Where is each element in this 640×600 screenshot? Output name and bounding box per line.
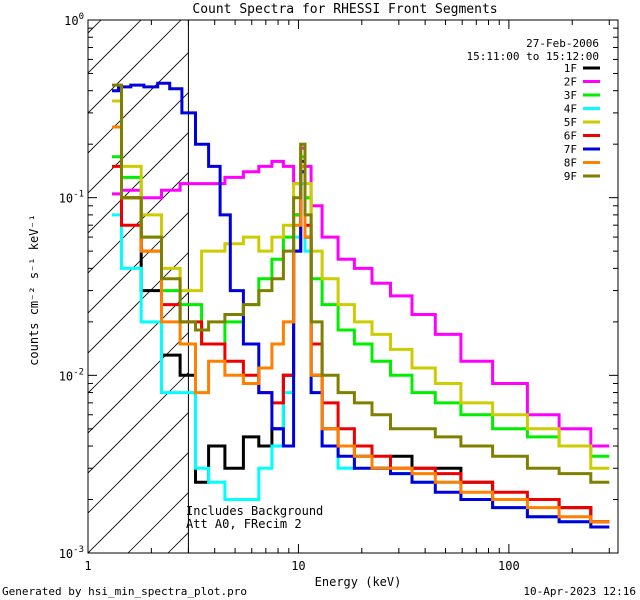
- x-tick-label: 1: [84, 559, 91, 573]
- y-tick-labels: 100 10-1 10-2 10-3: [59, 12, 84, 561]
- series-layer: [112, 81, 610, 529]
- legend-label-9F: 9F: [564, 170, 577, 183]
- x-tick-label: 10: [291, 559, 305, 573]
- hatch-line: [88, 372, 189, 474]
- series-line-1F: [112, 125, 610, 524]
- legend-label-4F: 4F: [564, 103, 577, 116]
- legend-label-3F: 3F: [564, 89, 577, 102]
- annotation-background: Includes Background: [186, 504, 323, 518]
- plot-timestamp: 10-Apr-2023 12:16: [523, 585, 636, 598]
- x-tick-labels: 1 10 100: [84, 559, 519, 573]
- hatch-line: [88, 212, 189, 314]
- observation-date: 27-Feb-2006: [526, 37, 599, 50]
- legend-label-8F: 8F: [564, 157, 577, 170]
- time-range: 15:11:00 to 15:12:00: [467, 50, 599, 63]
- series-line-9F: [112, 83, 610, 484]
- hatch-line: [88, 412, 189, 514]
- annotation-attenuator: Att A0, FRecim 2: [186, 517, 302, 531]
- legend-label-5F: 5F: [564, 116, 577, 129]
- legend-label-7F: 7F: [564, 143, 577, 156]
- y-axis-label: counts cm⁻² s⁻¹ keV⁻¹: [27, 214, 41, 366]
- axis-ticks: [87, 20, 618, 554]
- plot-frame: [87, 19, 619, 554]
- legend-label-2F: 2F: [564, 76, 577, 89]
- series-line-5F: [112, 99, 610, 470]
- y-tick-label: 10-3: [59, 545, 84, 561]
- y-tick-label: 10-2: [59, 367, 84, 383]
- hatch-line: [88, 452, 189, 553]
- x-axis-label: Energy (keV): [315, 575, 402, 589]
- x-tick-label: 100: [498, 559, 520, 573]
- chart-title: Count Spectra for RHESSI Front Segments: [192, 2, 497, 17]
- legend-label-1F: 1F: [564, 62, 577, 75]
- legend-label-6F: 6F: [564, 130, 577, 143]
- generated-by-label: Generated by hsi_min_spectra_plot.pro: [2, 585, 247, 598]
- series-line-3F: [112, 155, 610, 458]
- series-line-2F: [112, 146, 610, 448]
- y-tick-label: 100: [64, 12, 84, 28]
- y-tick-label: 10-1: [59, 190, 84, 206]
- hatch-line: [88, 252, 189, 354]
